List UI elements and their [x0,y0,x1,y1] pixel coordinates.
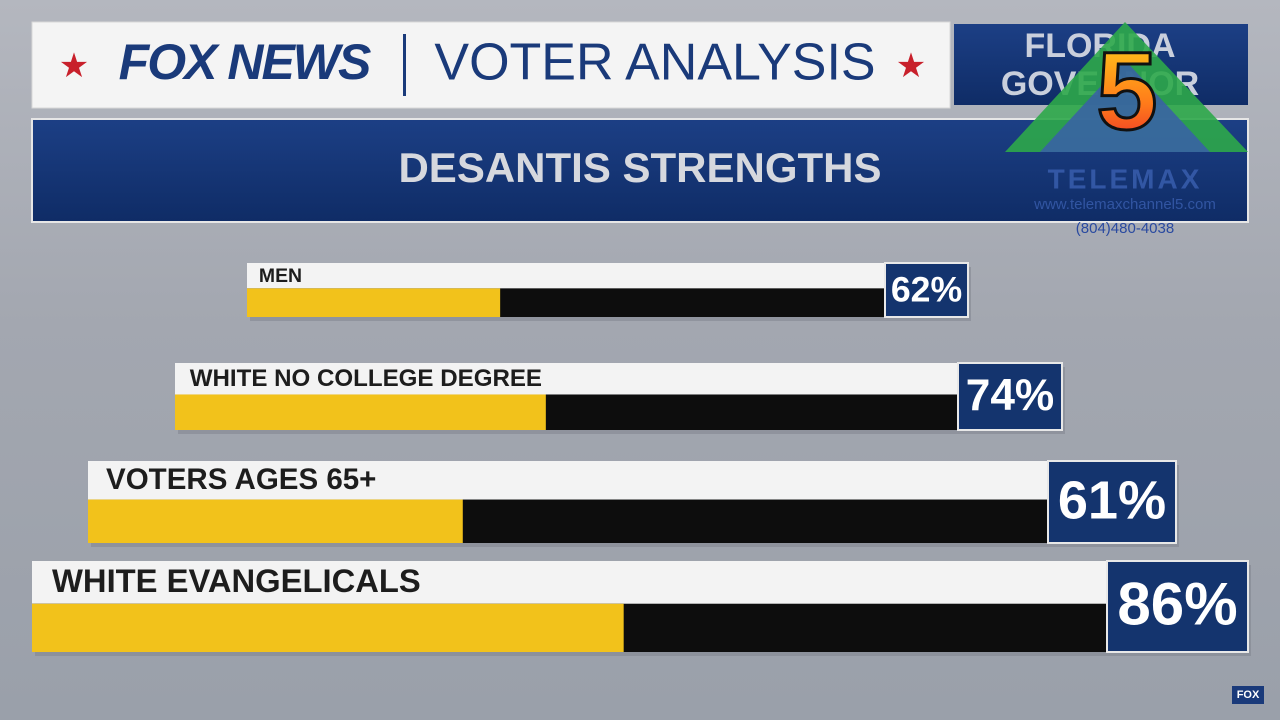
value-box [1106,560,1249,653]
star: ★ [896,47,926,85]
bar-header [32,561,1107,604]
corner-logo: FOX [1237,689,1260,701]
watermark-url: www.telemaxchannel5.com [1033,196,1216,213]
category-label: WHITE EVANGELICALS [52,562,421,599]
chart-title: DESANTIS STRENGTHS [398,144,881,191]
section-title: VOTER ANALYSIS [434,34,875,92]
bar [175,394,546,430]
value-label: 61% [1058,470,1166,530]
category-label: MEN [259,265,302,287]
value-box [957,362,1063,431]
bar-header [247,263,885,289]
watermark-number: 5 [1096,30,1157,153]
category-label: VOTERS AGES 65+ [106,463,376,496]
brand: FOX NEWS [119,34,371,90]
divider [403,34,406,96]
value-label: 74% [966,371,1055,420]
value-box [884,262,969,318]
bar [88,499,463,543]
category-label: WHITE NO COLLEGE DEGREE [190,365,542,392]
bar [247,288,501,317]
bars: MEN 62% WHITE NO COLLEGE DEGREE 74% VOTERS A… [32,262,1251,656]
watermark-triangle [1040,60,1210,152]
header-bar [31,21,951,109]
star: ★ [59,47,89,85]
watermark-phone: (804)480-4038 [1076,220,1174,237]
bar-header [88,461,1048,500]
corner-logo-box [1232,686,1264,704]
bar-header [175,363,958,395]
bar [32,603,624,652]
watermark-name: TELEMAX [1048,163,1203,194]
value-label: 86% [1117,570,1237,637]
value-box [1047,460,1177,544]
value-label: 62% [891,269,962,309]
